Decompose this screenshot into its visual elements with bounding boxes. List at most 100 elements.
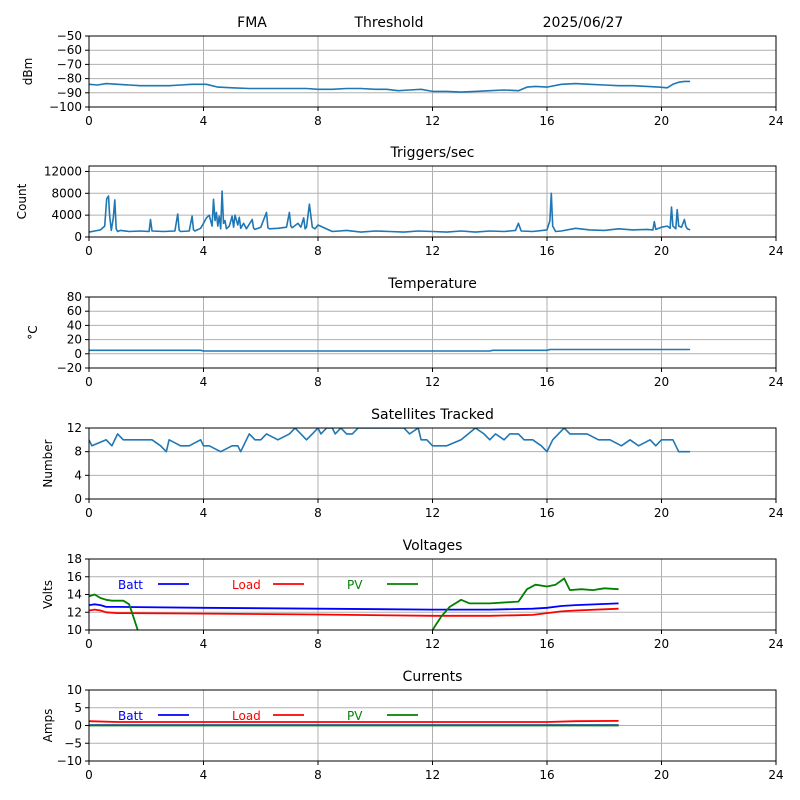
y-tick-label: −90 — [57, 86, 82, 100]
series-group — [89, 190, 691, 233]
y-tick-label: 10 — [67, 683, 82, 697]
y-tick-label: 60 — [67, 304, 82, 318]
header-site: FMA — [237, 15, 267, 31]
x-tick-label: 4 — [200, 768, 208, 782]
y-tick-label: 4 — [74, 468, 82, 482]
x-tick-label: 0 — [85, 375, 93, 389]
y-tick-label: 80 — [67, 290, 82, 304]
x-tick-label: 20 — [654, 637, 669, 651]
x-tick-label: 0 — [85, 637, 93, 651]
y-axis-label: °C — [26, 325, 40, 339]
y-tick-label: 12 — [67, 605, 82, 619]
y-tick-label: 14 — [67, 588, 82, 602]
x-tick-label: 0 — [85, 506, 93, 520]
x-tick-label: 12 — [425, 637, 440, 651]
legend-label-pv: PV — [347, 578, 363, 592]
series-group — [89, 348, 691, 352]
y-tick-label: 12000 — [44, 164, 82, 178]
series-group — [89, 80, 691, 93]
series-line-main — [89, 190, 691, 233]
x-tick-label: 16 — [539, 768, 554, 782]
x-tick-label: 20 — [654, 375, 669, 389]
y-tick-label: 8000 — [51, 186, 82, 200]
series-line-pv-1 — [431, 577, 619, 630]
series-line-main — [89, 428, 691, 453]
x-tick-label: 8 — [314, 114, 322, 128]
x-tick-label: 20 — [654, 114, 669, 128]
series-line-batt — [89, 602, 619, 611]
panel-title: Voltages — [403, 538, 463, 554]
y-tick-label: 0 — [74, 719, 82, 733]
x-tick-label: 12 — [425, 244, 440, 258]
x-tick-label: 12 — [425, 768, 440, 782]
x-tick-label: 16 — [539, 506, 554, 520]
y-tick-label: 10 — [67, 623, 82, 637]
panel-title: Currents — [403, 669, 463, 685]
x-tick-label: 4 — [200, 637, 208, 651]
x-tick-label: 4 — [200, 506, 208, 520]
y-tick-label: 16 — [67, 570, 82, 584]
legend-label-batt: Batt — [118, 709, 143, 723]
y-tick-label: −70 — [57, 57, 82, 71]
x-tick-label: 24 — [768, 244, 783, 258]
header-mode: Threshold — [354, 15, 424, 31]
x-tick-label: 8 — [314, 375, 322, 389]
x-tick-label: 16 — [539, 637, 554, 651]
x-tick-label: 16 — [539, 114, 554, 128]
y-tick-label: −20 — [57, 361, 82, 375]
x-tick-label: 24 — [768, 768, 783, 782]
x-tick-label: 20 — [654, 506, 669, 520]
legend-label-batt: Batt — [118, 578, 143, 592]
y-tick-label: 12 — [67, 421, 82, 435]
legend-label-load: Load — [232, 578, 261, 592]
chart-panel-3: 0 4 8 12 16 20 24 0 4 8 12 Satellites Tracked Number — [41, 407, 784, 520]
header-date: 2025/06/27 — [543, 15, 624, 31]
x-tick-label: 12 — [425, 114, 440, 128]
x-tick-label: 20 — [654, 244, 669, 258]
panel-title: Temperature — [387, 276, 477, 292]
chart-panel-0: 0 4 8 12 16 20 24 −100−90−80−70−60−50 dBm — [21, 29, 784, 128]
y-axis-label: Amps — [41, 709, 55, 743]
x-tick-label: 8 — [314, 768, 322, 782]
chart-panel-5: 0 4 8 12 16 20 24 −10 −5 0 5 10 Currents Amps Batt Load… — [41, 669, 784, 782]
y-tick-label: 8 — [74, 445, 82, 459]
series-group — [89, 428, 691, 453]
y-tick-label: 4000 — [51, 208, 82, 222]
x-tick-label: 16 — [539, 244, 554, 258]
x-tick-label: 24 — [768, 114, 783, 128]
series-line-load — [89, 607, 619, 617]
x-tick-label: 12 — [425, 506, 440, 520]
x-tick-label: 24 — [768, 375, 783, 389]
series-line-main — [89, 348, 691, 352]
series-line-main — [89, 80, 691, 93]
y-tick-label: 20 — [67, 333, 82, 347]
y-tick-label: −80 — [57, 72, 82, 86]
x-tick-label: 12 — [425, 375, 440, 389]
series-group — [89, 577, 619, 630]
y-tick-label: 40 — [67, 318, 82, 332]
x-tick-label: 4 — [200, 244, 208, 258]
x-tick-label: 24 — [768, 506, 783, 520]
panel-title: Triggers/sec — [390, 145, 475, 161]
series-group — [89, 720, 619, 727]
x-tick-label: 0 — [85, 114, 93, 128]
y-tick-label: −50 — [57, 29, 82, 43]
y-tick-label: −5 — [64, 736, 82, 750]
x-tick-label: 0 — [85, 768, 93, 782]
x-tick-label: 20 — [654, 768, 669, 782]
chart-panel-1: 0 4 8 12 16 20 24 0 4000 8000 12000 Triggers/sec Cou… — [15, 145, 784, 258]
y-axis-label: Number — [41, 439, 55, 487]
y-tick-label: 0 — [74, 230, 82, 244]
y-tick-label: −10 — [57, 754, 82, 768]
legend-label-load: Load — [232, 709, 261, 723]
x-tick-label: 8 — [314, 637, 322, 651]
y-axis-label: dBm — [21, 58, 35, 86]
x-tick-label: 24 — [768, 637, 783, 651]
x-tick-label: 0 — [85, 244, 93, 258]
y-tick-label: −100 — [49, 100, 82, 114]
legend-label-pv: PV — [347, 709, 363, 723]
series-line-pv-0 — [89, 593, 139, 630]
